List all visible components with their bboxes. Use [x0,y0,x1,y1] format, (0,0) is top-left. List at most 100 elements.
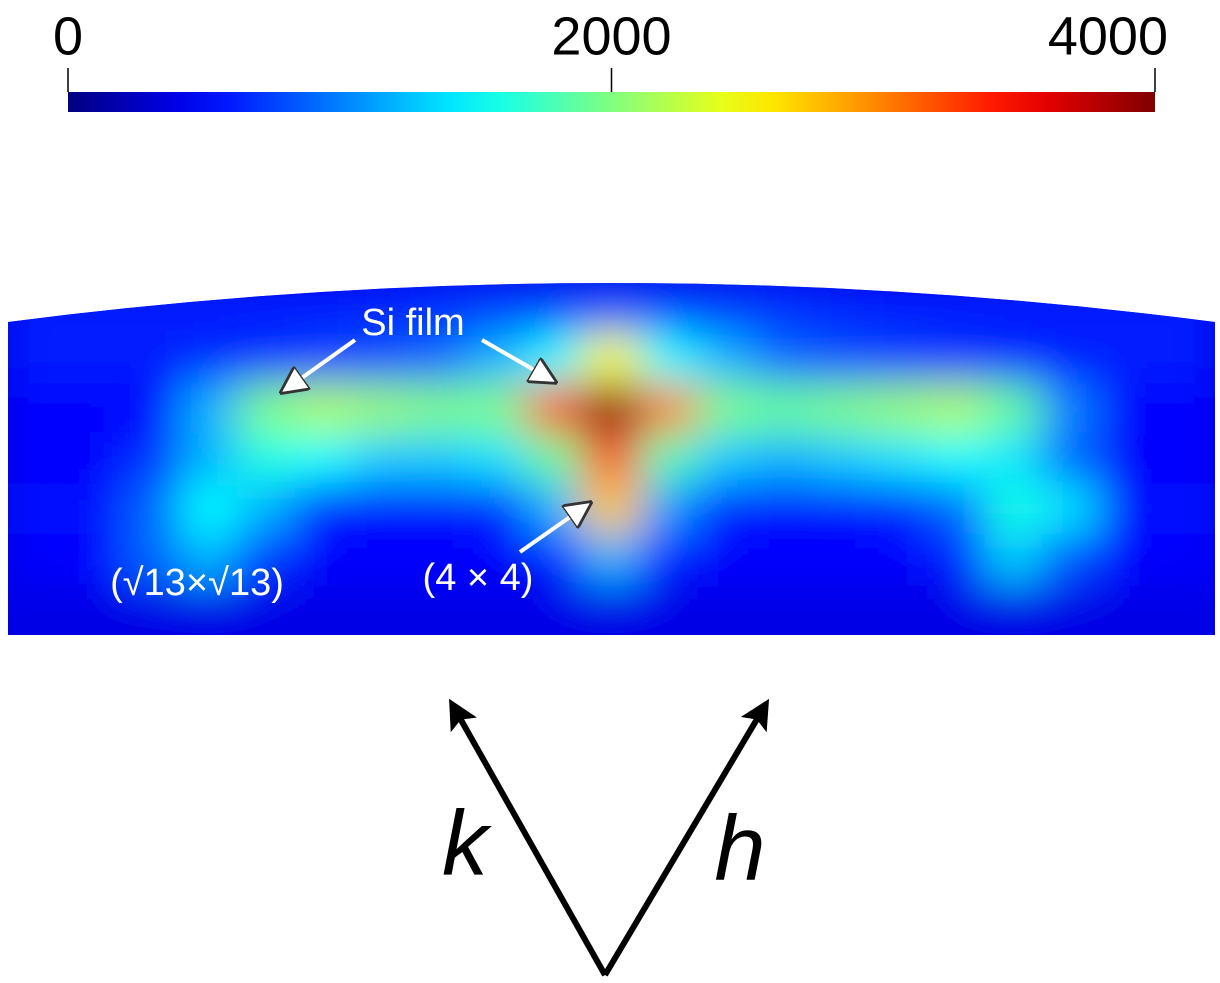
heatmap-cell [639,383,699,435]
heatmap-cell [64,533,124,586]
heatmap-cell [122,332,181,385]
heatmap-cell [984,332,1044,385]
heatmap-cell [179,332,239,385]
heatmap-cell [8,383,66,435]
tick-label: 0 [53,6,83,66]
heatmap-cell [812,433,871,485]
heatmap-cell [179,383,239,435]
heatmap-cell [64,433,124,485]
annotation: (√13×√13) [110,562,284,604]
heatmap-cell [1042,283,1101,334]
heatmap-cell [524,283,584,334]
heatmap-cell [8,584,66,635]
colorbar-ticks: 0 2000 4000 [53,6,1168,92]
heatmap-cell [8,483,66,535]
heatmap-cell [812,533,871,586]
heatmap-cell [8,533,66,586]
vector-arrow [602,698,770,977]
heatmap-cell [8,433,66,485]
heatmap-cell [1099,433,1159,485]
heatmap-cell [984,483,1044,535]
annotation: Si film [361,302,464,344]
heatmap-cell [8,332,66,385]
heatmap-cell [237,483,296,535]
tick-label: 4000 [1048,6,1168,66]
heatmap-cell [754,533,814,586]
heatmap-cell [237,433,296,485]
heatmap-cell [179,533,239,586]
heatmap-cell [582,383,641,435]
annotation-arrow [282,338,357,392]
heatmap-cell [1099,283,1159,334]
heatmap-cell [927,584,986,635]
heatmap-cell [639,584,699,635]
heatmap-cell [582,283,641,334]
heatmap-cell [409,283,469,334]
heatmap-cell [697,433,756,485]
heatmap-cell [467,383,526,435]
heatmap-cell [1099,584,1159,635]
heatmap-cell [1099,483,1159,535]
heatmap-cell [122,483,181,535]
heatmap-cell [812,383,871,435]
heatmap-cell [352,383,411,435]
heatmap-cell [1042,433,1101,485]
heatmap-cell [294,584,354,635]
heatmap-cell [409,584,469,635]
heatmap-cell [869,283,929,334]
heatmap-cell [927,383,986,435]
heatmap-cell [639,332,699,385]
heatmap-cell [1042,483,1101,535]
heatmap-cell [524,332,584,385]
heatmap-cell [697,483,756,535]
heatmap-cell [754,483,814,535]
heatmap-cell [984,283,1044,334]
heatmap-cell [294,483,354,535]
heatmap-cell [409,433,469,485]
heatmap-cell [64,283,124,334]
heatmap-cell [1042,584,1101,635]
heatmap-cell [409,483,469,535]
heatmap-cell [467,483,526,535]
heatmap-cell [869,332,929,385]
heatmap-cell [1099,383,1159,435]
heatmap-cell [582,584,641,635]
heatmap-cell [64,483,124,535]
heatmap-cell [582,433,641,485]
heatmap-cell [352,483,411,535]
heatmap-cell [179,283,239,334]
heatmap-cell [179,433,239,485]
heatmap-cell [294,533,354,586]
heatmap-cell [122,433,181,485]
heatmap-cell [697,383,756,435]
heatmap-cell [122,283,181,334]
heatmap-cell [237,283,296,334]
heatmap-cell [409,332,469,385]
heatmap-cell [524,383,584,435]
heatmap-cell [1157,383,1215,435]
heatmap-cell [984,433,1044,485]
heatmap-cell [237,584,296,635]
heatmap-cell [1157,433,1215,485]
heatmap-cell [697,283,756,334]
heatmap [8,283,1215,635]
heatmap-cell [639,433,699,485]
heatmap-cell [639,283,699,334]
heatmap-cell [409,383,469,435]
vector-arrow [449,698,608,977]
heatmap-cell [984,533,1044,586]
heatmap-cell [122,584,181,635]
heatmap-cell [179,584,239,635]
heatmap-cell [1042,383,1101,435]
vector-label: k [442,792,492,894]
heatmap-cell [64,584,124,635]
heatmap-cell [524,584,584,635]
heatmap-cell [812,483,871,535]
heatmap-cell [467,283,526,334]
heatmap-cell [869,584,929,635]
heatmap-cell [237,332,296,385]
heatmap-cell [122,383,181,435]
heatmap-cell [984,383,1044,435]
heatmap-cell [409,533,469,586]
